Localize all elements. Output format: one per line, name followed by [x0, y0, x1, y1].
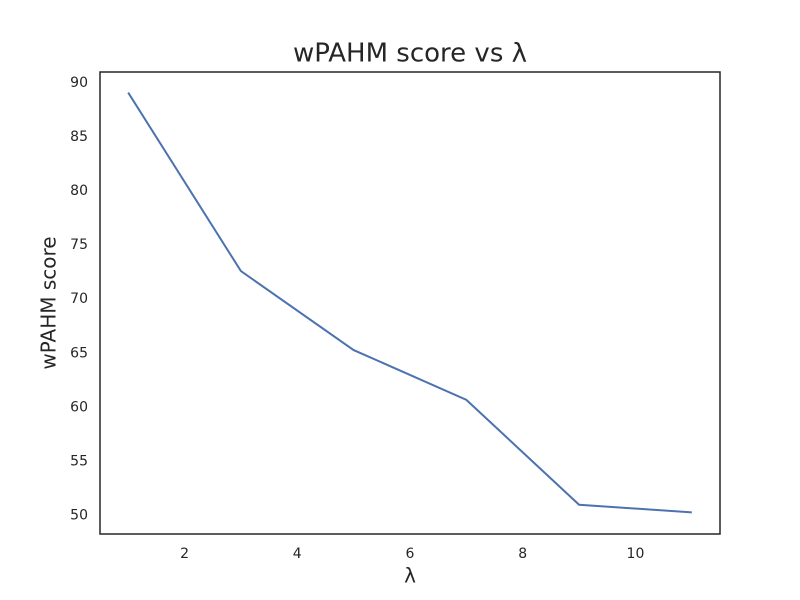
- chart-title: wPAHM score vs λ: [293, 39, 527, 69]
- y-tick-label: 85: [70, 129, 88, 145]
- y-tick-label: 50: [70, 508, 88, 524]
- x-tick-label: 4: [293, 546, 302, 562]
- plot-frame: [99, 71, 721, 535]
- data-line: [127, 92, 692, 514]
- y-tick-label: 90: [70, 75, 88, 91]
- x-tick-label: 2: [180, 546, 189, 562]
- y-axis-label: wPAHM score: [37, 236, 61, 369]
- y-tick-label: 75: [70, 237, 88, 253]
- x-tick-label: 6: [406, 546, 415, 562]
- x-tick-label: 10: [627, 546, 645, 562]
- y-tick-label: 80: [70, 183, 88, 199]
- y-tick-label: 65: [70, 345, 88, 361]
- x-tick-label: 8: [518, 546, 527, 562]
- y-tick-label: 60: [70, 399, 88, 415]
- y-tick-label: 55: [70, 454, 88, 470]
- y-tick-label: 70: [70, 291, 88, 307]
- x-axis-label: λ: [404, 564, 416, 588]
